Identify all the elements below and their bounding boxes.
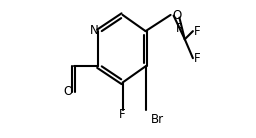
Text: F: F xyxy=(175,22,182,35)
Text: Br: Br xyxy=(151,113,164,126)
Text: F: F xyxy=(119,108,126,121)
Text: N: N xyxy=(90,24,99,37)
Text: O: O xyxy=(172,9,181,22)
Text: F: F xyxy=(194,25,200,38)
Text: O: O xyxy=(63,85,72,99)
Text: F: F xyxy=(194,52,200,65)
